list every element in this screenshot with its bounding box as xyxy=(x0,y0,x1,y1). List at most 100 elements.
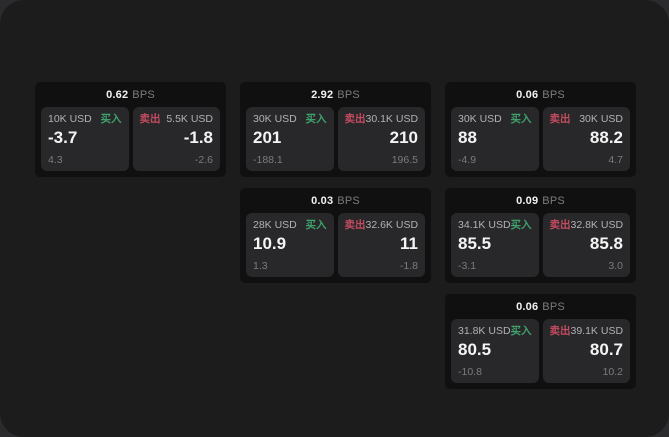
bps-unit-label: BPS xyxy=(542,194,565,207)
buy-panel-header: 10K USD 买入 xyxy=(48,113,122,126)
sell-panel[interactable]: 卖出 5.5K USD -1.8 -2.6 xyxy=(132,107,220,171)
buy-panel[interactable]: 30K USD 买入 201 -188.1 xyxy=(246,107,334,171)
buy-price: 80.5 xyxy=(458,340,492,359)
sell-price: 85.8 xyxy=(589,234,623,253)
buy-notional: 31.8K USD xyxy=(458,325,511,337)
sell-price: 88.2 xyxy=(589,128,623,147)
buy-delta: -10.8 xyxy=(458,366,482,378)
sell-panel-header: 卖出 30K USD xyxy=(550,113,624,126)
bps-header: 0.62 BPS xyxy=(41,82,220,107)
sell-notional: 30.1K USD xyxy=(365,113,419,125)
buy-side-label: 买入 xyxy=(100,113,122,125)
sell-price: -1.8 xyxy=(183,128,213,147)
sell-price: 210 xyxy=(389,128,418,147)
sell-delta: 10.2 xyxy=(602,366,623,378)
sell-panel[interactable]: 卖出 30K USD 88.2 4.7 xyxy=(542,107,630,171)
quote-card: 2.92 BPS 30K USD 买入 201 -188.1 卖出 30.1K … xyxy=(240,82,431,177)
bps-value: 0.06 xyxy=(516,300,539,313)
bps-unit-label: BPS xyxy=(337,88,360,101)
bps-unit-label: BPS xyxy=(542,88,565,101)
buy-panel-header: 28K USD 买入 xyxy=(253,219,327,232)
buy-price: 88 xyxy=(458,128,477,147)
buy-notional: 28K USD xyxy=(253,219,297,231)
sell-panel[interactable]: 卖出 39.1K USD 80.7 10.2 xyxy=(542,319,630,383)
bps-unit-label: BPS xyxy=(337,194,360,207)
quote-card: 0.06 BPS 30K USD 买入 88 -4.9 卖出 30K USD 8… xyxy=(445,82,636,177)
bps-header: 0.06 BPS xyxy=(451,294,630,319)
sell-panel[interactable]: 卖出 32.8K USD 85.8 3.0 xyxy=(542,213,630,277)
quote-card: 0.62 BPS 10K USD 买入 -3.7 4.3 卖出 5.5K USD… xyxy=(35,82,226,177)
quote-panels: 31.8K USD 买入 80.5 -10.8 卖出 39.1K USD 80.… xyxy=(451,319,630,383)
sell-delta: 4.7 xyxy=(608,154,623,166)
bps-value: 0.62 xyxy=(106,88,129,101)
buy-delta: 4.3 xyxy=(48,154,63,166)
bps-value: 0.06 xyxy=(516,88,539,101)
buy-side-label: 买入 xyxy=(510,219,532,231)
sell-notional: 39.1K USD xyxy=(570,325,624,337)
bps-header: 0.03 BPS xyxy=(246,188,425,213)
sell-delta: 3.0 xyxy=(608,260,623,272)
bps-unit-label: BPS xyxy=(542,300,565,313)
sell-panel[interactable]: 卖出 32.6K USD 11 -1.8 xyxy=(337,213,425,277)
sell-panel-header: 卖出 32.8K USD xyxy=(550,219,624,232)
quote-card: 0.06 BPS 31.8K USD 买入 80.5 -10.8 卖出 39.1… xyxy=(445,294,636,389)
sell-side-label: 卖出 xyxy=(549,219,571,231)
bps-header: 0.09 BPS xyxy=(451,188,630,213)
sell-panel-header: 卖出 39.1K USD xyxy=(550,325,624,338)
buy-notional: 30K USD xyxy=(458,113,502,125)
buy-panel[interactable]: 28K USD 买入 10.9 1.3 xyxy=(246,213,334,277)
sell-notional: 5.5K USD xyxy=(166,113,213,125)
bps-unit-label: BPS xyxy=(132,88,155,101)
buy-panel[interactable]: 31.8K USD 买入 80.5 -10.8 xyxy=(451,319,539,383)
buy-notional: 34.1K USD xyxy=(458,219,511,231)
bps-header: 2.92 BPS xyxy=(246,82,425,107)
buy-panel-header: 31.8K USD 买入 xyxy=(458,325,532,338)
buy-notional: 30K USD xyxy=(253,113,297,125)
buy-notional: 10K USD xyxy=(48,113,92,125)
sell-notional: 32.8K USD xyxy=(570,219,624,231)
sell-delta: 196.5 xyxy=(391,154,418,166)
buy-price: 201 xyxy=(253,128,282,147)
quote-panels: 28K USD 买入 10.9 1.3 卖出 32.6K USD 11 -1.8 xyxy=(246,213,425,277)
buy-panel-header: 30K USD 买入 xyxy=(253,113,327,126)
quote-panels: 10K USD 买入 -3.7 4.3 卖出 5.5K USD -1.8 -2.… xyxy=(41,107,220,171)
buy-price: -3.7 xyxy=(48,128,78,147)
buy-panel[interactable]: 10K USD 买入 -3.7 4.3 xyxy=(41,107,129,171)
buy-side-label: 买入 xyxy=(510,113,532,125)
sell-side-label: 卖出 xyxy=(139,113,161,125)
buy-panel-header: 34.1K USD 买入 xyxy=(458,219,532,232)
buy-delta: -188.1 xyxy=(253,154,283,166)
buy-delta: -3.1 xyxy=(458,260,477,272)
buy-price: 10.9 xyxy=(253,234,287,253)
sell-delta: -1.8 xyxy=(399,260,418,272)
sell-side-label: 卖出 xyxy=(549,325,571,337)
sell-price: 80.7 xyxy=(589,340,623,359)
buy-side-label: 买入 xyxy=(305,219,327,231)
sell-notional: 30K USD xyxy=(579,113,623,125)
sell-panel-header: 卖出 30.1K USD xyxy=(345,113,419,126)
sell-panel[interactable]: 卖出 30.1K USD 210 196.5 xyxy=(337,107,425,171)
buy-delta: 1.3 xyxy=(253,260,268,272)
buy-panel[interactable]: 30K USD 买入 88 -4.9 xyxy=(451,107,539,171)
bps-value: 0.09 xyxy=(516,194,539,207)
quote-card: 0.03 BPS 28K USD 买入 10.9 1.3 卖出 32.6K US… xyxy=(240,188,431,283)
buy-price: 85.5 xyxy=(458,234,492,253)
quote-panels: 34.1K USD 买入 85.5 -3.1 卖出 32.8K USD 85.8… xyxy=(451,213,630,277)
quote-panels: 30K USD 买入 88 -4.9 卖出 30K USD 88.2 4.7 xyxy=(451,107,630,171)
buy-panel[interactable]: 34.1K USD 买入 85.5 -3.1 xyxy=(451,213,539,277)
buy-delta: -4.9 xyxy=(458,154,477,166)
sell-side-label: 卖出 xyxy=(344,113,366,125)
sell-side-label: 卖出 xyxy=(344,219,366,231)
quote-card: 0.09 BPS 34.1K USD 买入 85.5 -3.1 卖出 32.8K… xyxy=(445,188,636,283)
bps-value: 0.03 xyxy=(311,194,334,207)
sell-panel-header: 卖出 32.6K USD xyxy=(345,219,419,232)
sell-side-label: 卖出 xyxy=(549,113,571,125)
sell-notional: 32.6K USD xyxy=(365,219,419,231)
sell-price: 11 xyxy=(400,234,418,253)
buy-side-label: 买入 xyxy=(305,113,327,125)
quote-panels: 30K USD 买入 201 -188.1 卖出 30.1K USD 210 1… xyxy=(246,107,425,171)
buy-side-label: 买入 xyxy=(510,325,532,337)
bps-value: 2.92 xyxy=(311,88,334,101)
buy-panel-header: 30K USD 买入 xyxy=(458,113,532,126)
